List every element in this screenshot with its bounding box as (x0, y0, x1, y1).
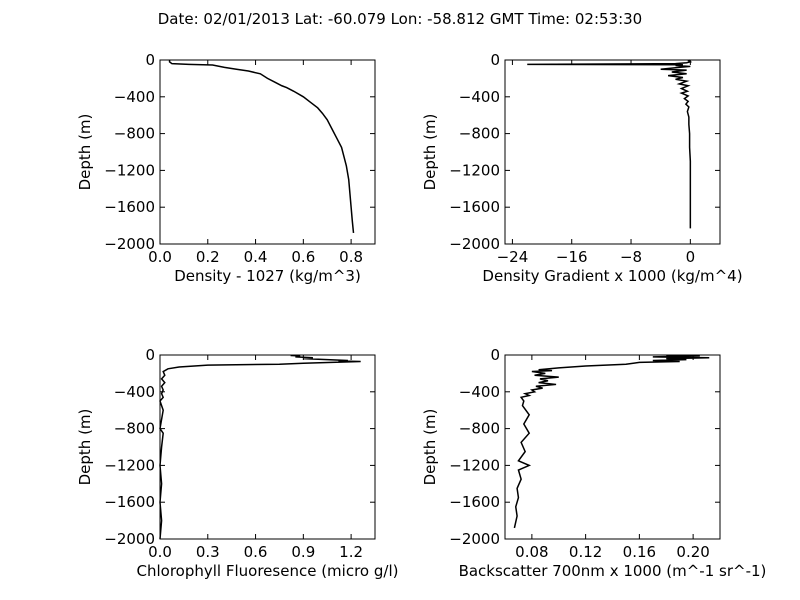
y-tick-label: −400 (114, 383, 155, 401)
x-axis-label: Backscatter 700nm x 1000 (m^-1 sr^-1) (459, 562, 767, 580)
y-tick-label: −1200 (104, 456, 155, 474)
x-tick-label: 0.8 (339, 248, 363, 266)
series-line (159, 354, 361, 540)
x-tick-label: −16 (556, 248, 588, 266)
x-tick-label: 0 (686, 248, 696, 266)
chart-panel-backscatter: 0.08 0.12 0.16 0.20 0 −400 −800 −1200 −1600 −2000… (421, 346, 766, 580)
plot-frame (159, 59, 376, 245)
y-tick-label: 0 (490, 346, 500, 364)
y-tick-label: −1600 (104, 198, 155, 216)
x-tick-label: 0.3 (196, 543, 220, 561)
x-tick-label: 0.2 (196, 248, 220, 266)
y-tick-label: −1200 (449, 161, 500, 179)
y-tick-label: −1600 (449, 493, 500, 511)
series-line (513, 354, 710, 529)
y-axis-label: Depth (m) (76, 409, 94, 486)
x-tick-label: −8 (620, 248, 642, 266)
x-tick-label: 0.0 (148, 543, 172, 561)
x-tick-label: −24 (497, 248, 529, 266)
y-tick-label: −800 (114, 125, 155, 143)
x-axis-label: Density - 1027 (kg/m^3) (174, 267, 361, 285)
y-axis-label: Depth (m) (421, 114, 439, 191)
x-tick-label: 0.12 (569, 543, 602, 561)
y-tick-label: −2000 (104, 235, 155, 253)
y-tick-label: −2000 (104, 530, 155, 548)
chart-panel-density: 0.0 0.2 0.4 0.6 0.8 0 −400 −800 −1200 −1600 −2000 D… (76, 51, 376, 285)
chart-panel-density-gradient: −24 −16 −8 00−400−800−1200−1600−2000Density… (421, 51, 743, 285)
y-tick-label: −1200 (104, 161, 155, 179)
y-tick-label: 0 (145, 51, 155, 69)
x-tick-label: 0.08 (515, 543, 548, 561)
y-tick-label: −2000 (449, 530, 500, 548)
plot-frame (504, 354, 721, 540)
y-tick-label: −1600 (104, 493, 155, 511)
y-tick-label: −1200 (449, 456, 500, 474)
y-tick-label: −800 (459, 125, 500, 143)
series-line (527, 59, 693, 229)
y-tick-label: −800 (459, 420, 500, 438)
plot-frame (504, 59, 721, 245)
plot-frame (159, 354, 376, 540)
x-tick-label: 0.6 (244, 543, 268, 561)
x-tick-label: 0.6 (291, 248, 315, 266)
x-axis-label: Chlorophyll Fluoresence (micro g/l) (137, 562, 399, 580)
x-axis-label: Density Gradient x 1000 (kg/m^4) (482, 267, 742, 285)
y-tick-label: 0 (145, 346, 155, 364)
y-tick-label: 0 (490, 51, 500, 69)
x-tick-label: 0.4 (244, 248, 268, 266)
chart-panel-chlorophyll: 0.0 0.3 0.6 0.9 1.2 0 −400 −800 −1200 −1600 −2000 C… (76, 346, 398, 580)
y-tick-label: −800 (114, 420, 155, 438)
y-tick-label: −400 (459, 88, 500, 106)
subplot-grid: 0.0 0.2 0.4 0.6 0.80−400−800−1200−1600−2000D… (76, 51, 766, 580)
x-tick-label: 0.16 (623, 543, 656, 561)
y-tick-label: −2000 (449, 235, 500, 253)
y-tick-label: −1600 (449, 198, 500, 216)
x-tick-label: 1.2 (339, 543, 363, 561)
y-axis-label: Depth (m) (76, 114, 94, 191)
y-axis-label: Depth (m) (421, 409, 439, 486)
y-tick-label: −400 (459, 383, 500, 401)
series-line (168, 60, 355, 234)
x-tick-label: 0.20 (676, 543, 709, 561)
x-tick-label: 0.9 (291, 543, 315, 561)
x-tick-label: 0.0 (148, 248, 172, 266)
y-tick-label: −400 (114, 88, 155, 106)
figure-title: Date: 02/01/2013 Lat: -60.079 Lon: -58.8… (158, 10, 642, 28)
